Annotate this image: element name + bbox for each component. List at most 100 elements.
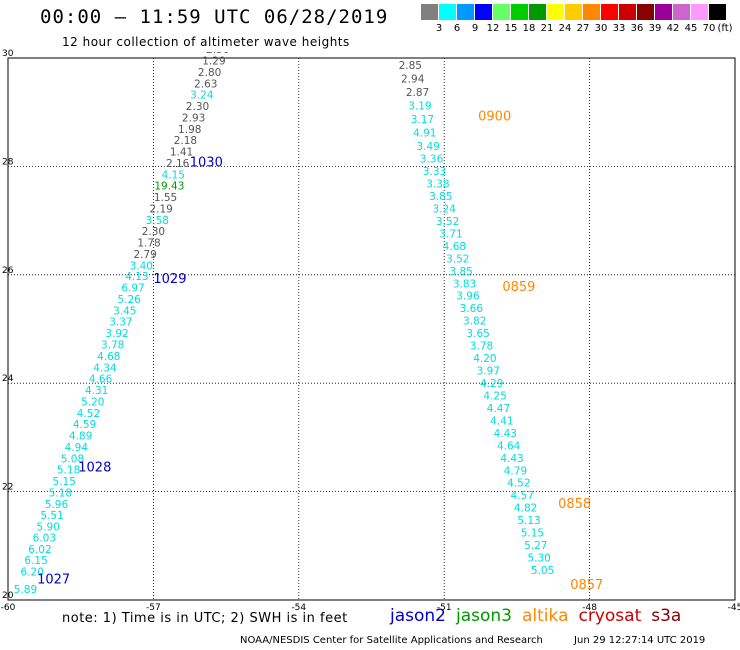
swh-value-label: 3.24	[190, 90, 214, 102]
swh-value-label: 2.94	[401, 73, 425, 85]
swh-value-label: 5.90	[37, 522, 60, 534]
swh-value-label: 1.78	[137, 238, 160, 250]
colorbar-swatch	[583, 4, 600, 20]
colorbar-label: 42	[666, 23, 680, 34]
colorbar-swatch	[421, 4, 438, 20]
swh-value-label: 4.59	[73, 419, 96, 431]
swh-value-label: 5.15	[521, 528, 544, 540]
colorbar-swatch	[709, 4, 726, 20]
colorbar-label: 9	[471, 23, 479, 34]
colorbar-label: 15	[504, 23, 518, 34]
swh-value-label: 3.49	[417, 141, 440, 153]
satellite-legend-entry: altika	[522, 606, 569, 626]
swh-value-label: 3.71	[439, 228, 462, 240]
swh-value-label: 3.24	[433, 203, 457, 215]
swh-value-label: 4.25	[483, 390, 506, 402]
swh-value-label: 3.52	[446, 253, 469, 265]
time-label: 1029	[153, 272, 186, 287]
satellite-legend: jason2 jason3 altika cryosat s3a	[390, 606, 691, 626]
swh-value-label: 4.57	[511, 490, 534, 502]
swh-value-label: 2.63	[194, 78, 217, 90]
swh-value-label: 19.43	[154, 181, 184, 193]
colorbar-label: 3	[435, 23, 443, 34]
swh-value-label: 4.68	[443, 241, 466, 253]
colorbar-label: 30	[594, 23, 608, 34]
colorbar-swatch	[601, 4, 618, 20]
x-tick-label: -60	[1, 603, 16, 613]
swh-value-label: 2.52	[210, 33, 233, 45]
swh-value-label: 5.18	[49, 487, 72, 499]
swh-value-label: 2.85	[399, 60, 422, 72]
time-label: 0857	[570, 578, 603, 593]
plot-frame	[7, 57, 736, 601]
units-note: note: 1) Time is in UTC; 2) SWH is in fe…	[62, 611, 348, 626]
colorbar-label: 33	[612, 23, 626, 34]
colorbar-swatch	[547, 4, 564, 20]
swh-value-label: 3.37	[109, 317, 132, 329]
swh-value-label: 3.82	[463, 316, 486, 328]
y-tick-label: 30	[2, 49, 14, 59]
x-tick-label: -57	[146, 603, 161, 613]
colorbar-swatch	[439, 4, 456, 20]
swh-value-label: 4.20	[473, 353, 496, 365]
swh-value-label: 2.18	[174, 135, 197, 147]
swh-value-label: 4.89	[69, 431, 92, 443]
swh-value-label: 6.97	[121, 283, 144, 295]
colorbar-label: 21	[540, 23, 554, 34]
swh-value-label: 5.05	[531, 565, 554, 577]
swh-value-label: 3.83	[453, 278, 476, 290]
swh-value-label: 1.98	[178, 124, 201, 136]
swh-value-label: 4.15	[162, 169, 185, 181]
y-tick-label: 20	[2, 591, 14, 601]
swh-value-label: 4.52	[507, 478, 530, 490]
colorbar-swatch	[493, 4, 510, 20]
colorbar-label: 45	[684, 23, 698, 34]
footer: NOAA/NESDIS Center for Satellite Applica…	[240, 635, 733, 646]
colorbar-swatch	[619, 4, 636, 20]
swh-value-label: 3.65	[466, 328, 489, 340]
swh-value-label: 2.79	[133, 249, 156, 261]
swh-value-label: 4.91	[413, 128, 436, 140]
swh-value-label: 5.13	[517, 515, 540, 527]
swh-value-label: 4.43	[500, 453, 523, 465]
swh-value-label: 5.27	[524, 540, 547, 552]
swh-value-label: 4.94	[65, 442, 89, 454]
swh-value-label: 1.55	[154, 192, 177, 204]
swh-value-label: 3.36	[420, 154, 444, 166]
swh-value-label: 3.66	[460, 303, 484, 315]
swh-value-label: 2.30	[186, 101, 209, 113]
colorbar-swatch	[565, 4, 582, 20]
swh-value-label: 4.82	[514, 503, 537, 515]
swh-value-label: 4.13	[125, 271, 148, 283]
x-tick-label: -45	[728, 603, 740, 613]
colorbar-swatch	[457, 4, 474, 20]
footer-timestamp: Jun 29 12:27:14 UTC 2019	[574, 635, 706, 646]
colorbar-label: 39	[648, 23, 662, 34]
swh-value-label: 3.33	[423, 166, 446, 178]
swh-value-label: 4.79	[504, 465, 527, 477]
swh-value-label: 3.19	[408, 100, 431, 112]
x-tick-label: -51	[437, 603, 452, 613]
time-label: 0900	[478, 109, 511, 124]
swh-value-label: 2.19	[149, 203, 172, 215]
swh-value-label: 5.30	[527, 553, 550, 565]
y-tick-label: 24	[2, 374, 14, 384]
time-label: 1027	[37, 573, 70, 588]
y-tick-label: 26	[2, 266, 14, 276]
satellite-legend-entry: cryosat	[578, 606, 642, 626]
colorbar-swatch	[673, 4, 690, 20]
x-tick-label: -48	[582, 603, 597, 613]
swh-value-label: 3.52	[436, 216, 459, 228]
swh-value-label: 2.80	[198, 67, 221, 79]
swh-value-label: 5.08	[61, 453, 84, 465]
colorbar-label: 70	[702, 23, 716, 34]
colorbar-label: 12	[486, 23, 500, 34]
colorbar-label: 36	[630, 23, 644, 34]
swh-value-label: 3.92	[105, 328, 128, 340]
time-label: 1028	[78, 461, 111, 476]
swh-value-label: 1.29	[202, 56, 225, 68]
time-label: 1030	[190, 155, 223, 170]
y-tick-label: 22	[2, 483, 13, 493]
swh-value-label: 2.93	[182, 112, 205, 124]
